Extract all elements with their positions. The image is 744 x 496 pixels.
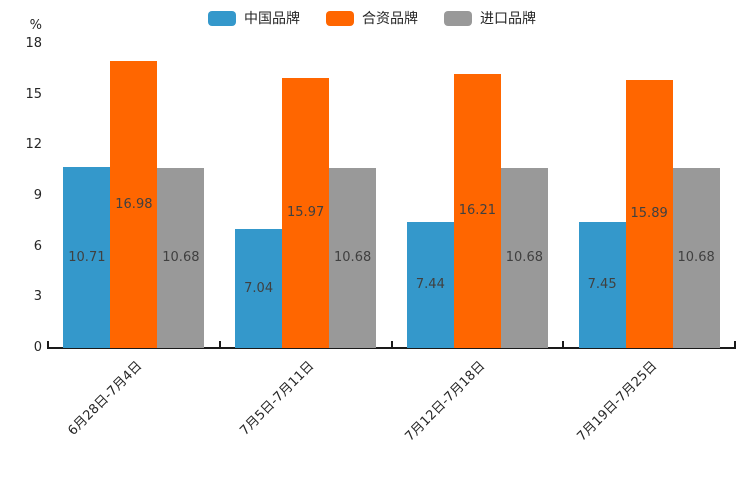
bar-value-label: 15.97 (287, 205, 325, 221)
legend-item-2[interactable]: 合资品牌 (326, 8, 418, 28)
bar-中国品牌-7月19日-7月25日: 7.45 (578, 222, 626, 348)
x-axis-tick (47, 341, 49, 348)
y-tick-label: 3 (33, 289, 42, 305)
x-axis-tick (562, 341, 565, 348)
legend-item-3[interactable]: 进口品牌 (444, 8, 536, 28)
bar-value-label: 10.68 (677, 249, 715, 265)
bar-进口品牌-7月12日-7月18日: 10.68 (500, 167, 548, 348)
bar-value-label: 10.68 (334, 249, 372, 265)
y-axis-unit-label: % (29, 18, 42, 33)
bar-合资品牌-6月28日-7月4日: 16.98 (110, 61, 158, 348)
bar-value-label: 16.98 (115, 196, 153, 212)
x-tick-label: 6月28日-7月4日 (65, 358, 146, 439)
bar-中国品牌-7月5日-7月11日: 7.04 (235, 229, 283, 348)
legend-swatch-icon (444, 10, 472, 26)
bar-value-label: 10.68 (162, 249, 200, 265)
bar-合资品牌-7月12日-7月18日: 16.21 (453, 74, 501, 348)
bar-value-label: 16.21 (458, 203, 496, 219)
bar-value-label: 7.45 (587, 277, 617, 293)
y-tick-label: 9 (33, 188, 42, 203)
x-axis-line (47, 347, 736, 349)
y-tick-label: 15 (25, 86, 42, 102)
legend-label: 中国品牌 (244, 11, 300, 27)
bar-中国品牌-6月28日-7月4日: 10.71 (63, 167, 111, 348)
x-tick-label: 7月5日-7月11日 (237, 358, 317, 439)
x-axis-tick (734, 341, 736, 348)
x-axis-tick (218, 341, 221, 348)
bar-进口品牌-6月28日-7月4日: 10.68 (157, 167, 205, 348)
legend-swatch-icon (326, 10, 354, 26)
bar-value-label: 15.89 (630, 205, 668, 221)
x-tick-label: 7月19日-7月25日 (574, 358, 661, 445)
legend: 中国品牌 合资品牌 进口品牌 (0, 8, 744, 28)
x-axis-tick (390, 341, 393, 348)
y-tick-label: 0 (33, 340, 42, 355)
bar-合资品牌-7月19日-7月25日: 15.89 (625, 79, 673, 348)
legend-swatch-icon (208, 10, 236, 26)
legend-label: 进口品牌 (480, 11, 536, 27)
x-tick-label: 7月12日-7月18日 (402, 358, 489, 445)
legend-item-1[interactable]: 中国品牌 (208, 8, 300, 28)
y-tick-label: 12 (25, 137, 42, 153)
bar-value-label: 10.68 (505, 249, 543, 265)
y-tick-label: 6 (33, 238, 42, 254)
bar-value-label: 7.44 (415, 277, 445, 293)
bar-value-label: 10.71 (68, 249, 106, 265)
bar-进口品牌-7月19日-7月25日: 10.68 (672, 167, 720, 348)
legend-label: 合资品牌 (362, 11, 418, 27)
y-tick-label: 18 (25, 36, 42, 51)
bar-value-label: 7.04 (244, 280, 274, 296)
bar-中国品牌-7月12日-7月18日: 7.44 (406, 222, 454, 348)
bar-进口品牌-7月5日-7月11日: 10.68 (329, 167, 377, 348)
bar-合资品牌-7月5日-7月11日: 15.97 (282, 78, 330, 348)
